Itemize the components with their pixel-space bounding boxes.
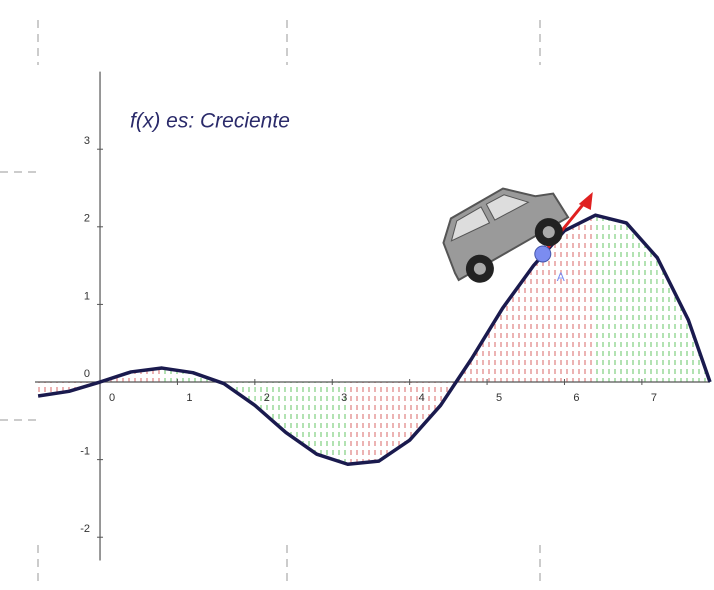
plot: 0 1 2 3 4 5 6 7 -2 -1 0 1 2 3 A [35,72,710,561]
x-tick-label: 4 [419,392,425,404]
status-text: f(x) es: Creciente [130,110,290,133]
shaded-area [503,266,534,382]
x-tick-label: 0 [109,392,115,404]
shaded-area [348,382,379,464]
point-label: A [557,270,565,284]
x-tick-label: 1 [186,392,192,404]
y-tick-label: 0 [84,368,90,380]
x-tick-label: 2 [264,392,270,404]
point-a [535,246,551,262]
shaded-area [626,223,657,382]
y-tick-label: -1 [80,446,90,458]
y-tick-label: 2 [84,213,90,225]
y-tick-label: 1 [84,290,90,302]
shaded-area [472,308,503,382]
x-tick-label: 3 [341,392,347,404]
shaded-area [564,215,595,382]
y-tick-label: -2 [80,523,90,535]
chart: f(x) es: Creciente 0 1 2 3 4 5 6 7 -2 -1 0 1 2 3 A [0,0,714,590]
background-grid-stubs [0,20,540,585]
x-tick-label: 6 [573,392,579,404]
shaded-area [595,215,626,382]
x-tick-label: 7 [651,392,657,404]
x-tick-label: 5 [496,392,502,404]
shaded-area [657,258,688,382]
y-tick-label: 3 [84,135,90,147]
